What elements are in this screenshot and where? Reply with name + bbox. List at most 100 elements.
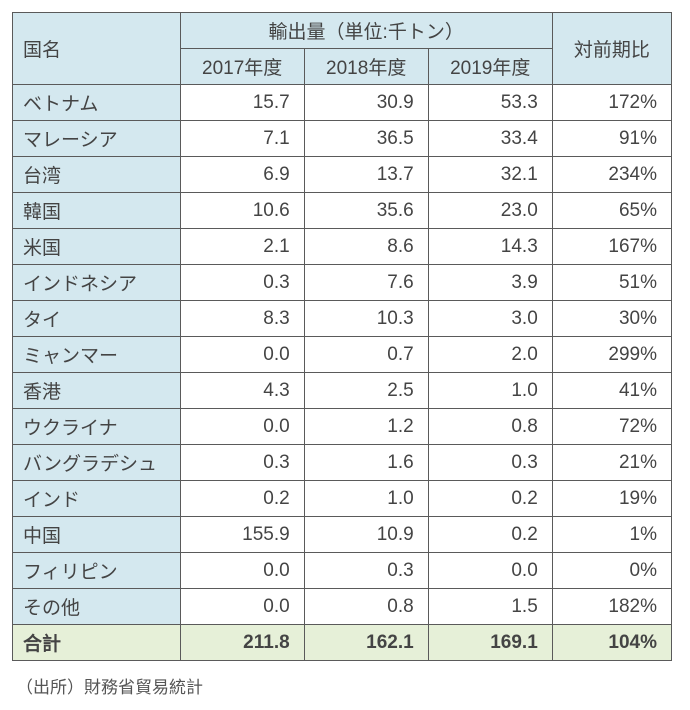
cell-ratio: 167%: [552, 229, 671, 265]
cell-2019: 23.0: [428, 193, 552, 229]
cell-2018: 10.9: [304, 517, 428, 553]
table-row: 韓国10.635.623.065%: [13, 193, 672, 229]
cell-2017: 0.0: [180, 409, 304, 445]
cell-2017: 0.2: [180, 481, 304, 517]
header-ratio: 対前期比: [552, 13, 671, 85]
cell-country: 米国: [13, 229, 181, 265]
source-note: （出所）財務省貿易統計: [12, 673, 678, 698]
cell-2017: 0.0: [180, 337, 304, 373]
cell-country: ウクライナ: [13, 409, 181, 445]
cell-2019: 0.3: [428, 445, 552, 481]
cell-2017: 15.7: [180, 85, 304, 121]
cell-2018: 10.3: [304, 301, 428, 337]
header-country: 国名: [13, 13, 181, 85]
cell-2018: 13.7: [304, 157, 428, 193]
cell-ratio: 182%: [552, 589, 671, 625]
cell-2017: 0.0: [180, 553, 304, 589]
cell-2018: 30.9: [304, 85, 428, 121]
cell-2019: 1.0: [428, 373, 552, 409]
table-body: ベトナム15.730.953.3172%マレーシア7.136.533.491%台…: [13, 85, 672, 661]
cell-ratio: 172%: [552, 85, 671, 121]
table-row: ベトナム15.730.953.3172%: [13, 85, 672, 121]
header-2018: 2018年度: [304, 49, 428, 85]
cell-2018-total: 162.1: [304, 625, 428, 661]
cell-2017: 0.3: [180, 445, 304, 481]
cell-ratio: 30%: [552, 301, 671, 337]
table-row: フィリピン0.00.30.00%: [13, 553, 672, 589]
cell-ratio: 299%: [552, 337, 671, 373]
cell-2019: 14.3: [428, 229, 552, 265]
cell-2019: 3.9: [428, 265, 552, 301]
table-row: その他0.00.81.5182%: [13, 589, 672, 625]
cell-2018: 1.6: [304, 445, 428, 481]
cell-2019: 33.4: [428, 121, 552, 157]
export-table: 国名 輸出量（単位:千トン） 対前期比 2017年度 2018年度 2019年度…: [12, 12, 672, 661]
cell-2017: 0.0: [180, 589, 304, 625]
cell-2018: 0.7: [304, 337, 428, 373]
cell-2019: 3.0: [428, 301, 552, 337]
cell-2017-total: 211.8: [180, 625, 304, 661]
cell-2018: 8.6: [304, 229, 428, 265]
cell-2019: 0.8: [428, 409, 552, 445]
table-row: 台湾6.913.732.1234%: [13, 157, 672, 193]
cell-country: インドネシア: [13, 265, 181, 301]
cell-2017: 6.9: [180, 157, 304, 193]
table-row: 米国2.18.614.3167%: [13, 229, 672, 265]
table-row: 香港4.32.51.041%: [13, 373, 672, 409]
cell-2018: 1.0: [304, 481, 428, 517]
table-header: 国名 輸出量（単位:千トン） 対前期比 2017年度 2018年度 2019年度: [13, 13, 672, 85]
table-row: インドネシア0.37.63.951%: [13, 265, 672, 301]
table-row: バングラデシュ0.31.60.321%: [13, 445, 672, 481]
cell-ratio: 51%: [552, 265, 671, 301]
cell-2019: 1.5: [428, 589, 552, 625]
header-export-group: 輸出量（単位:千トン）: [180, 13, 552, 49]
header-2019: 2019年度: [428, 49, 552, 85]
cell-2017: 7.1: [180, 121, 304, 157]
cell-2017: 4.3: [180, 373, 304, 409]
cell-country: ベトナム: [13, 85, 181, 121]
cell-country: バングラデシュ: [13, 445, 181, 481]
table-row-total: 合計211.8162.1169.1104%: [13, 625, 672, 661]
cell-country-total: 合計: [13, 625, 181, 661]
cell-country: 中国: [13, 517, 181, 553]
cell-country: インド: [13, 481, 181, 517]
cell-2019: 0.2: [428, 481, 552, 517]
cell-2017: 2.1: [180, 229, 304, 265]
cell-country: マレーシア: [13, 121, 181, 157]
cell-2017: 155.9: [180, 517, 304, 553]
table-row: ウクライナ0.01.20.872%: [13, 409, 672, 445]
cell-ratio: 72%: [552, 409, 671, 445]
table-row: 中国155.910.90.21%: [13, 517, 672, 553]
cell-2018: 0.8: [304, 589, 428, 625]
cell-2017: 10.6: [180, 193, 304, 229]
cell-country: タイ: [13, 301, 181, 337]
cell-2018: 0.3: [304, 553, 428, 589]
cell-ratio: 0%: [552, 553, 671, 589]
cell-country: 台湾: [13, 157, 181, 193]
cell-ratio: 234%: [552, 157, 671, 193]
cell-ratio: 41%: [552, 373, 671, 409]
cell-2017: 0.3: [180, 265, 304, 301]
cell-ratio: 91%: [552, 121, 671, 157]
cell-2018: 36.5: [304, 121, 428, 157]
cell-2018: 2.5: [304, 373, 428, 409]
cell-ratio-total: 104%: [552, 625, 671, 661]
cell-2018: 35.6: [304, 193, 428, 229]
cell-ratio: 19%: [552, 481, 671, 517]
cell-country: その他: [13, 589, 181, 625]
cell-ratio: 1%: [552, 517, 671, 553]
cell-2019: 53.3: [428, 85, 552, 121]
table-row: ミャンマー0.00.72.0299%: [13, 337, 672, 373]
cell-2019: 32.1: [428, 157, 552, 193]
cell-2019-total: 169.1: [428, 625, 552, 661]
cell-2019: 0.2: [428, 517, 552, 553]
cell-2018: 7.6: [304, 265, 428, 301]
cell-country: 韓国: [13, 193, 181, 229]
header-2017: 2017年度: [180, 49, 304, 85]
cell-2018: 1.2: [304, 409, 428, 445]
cell-country: 香港: [13, 373, 181, 409]
table-row: タイ8.310.33.030%: [13, 301, 672, 337]
table-row: インド0.21.00.219%: [13, 481, 672, 517]
cell-country: フィリピン: [13, 553, 181, 589]
cell-ratio: 65%: [552, 193, 671, 229]
